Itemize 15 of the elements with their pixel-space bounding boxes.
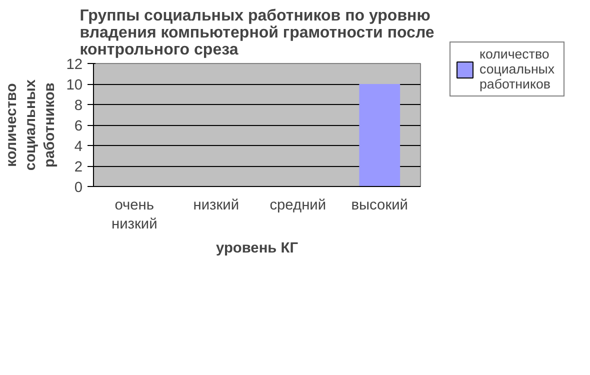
x-tick-label: очень низкий [111,198,158,233]
x-tick-label: средний [270,198,326,214]
x-tick-label: низкий [193,198,240,214]
y-tick-label: 2 [74,160,83,176]
y-tick-label: 10 [66,78,83,94]
legend-label: количество социальных работников [480,46,556,92]
y-axis-title: количество социальных работников [4,78,58,171]
y-tick-label: 4 [74,139,83,155]
x-axis-title: уровень КГ [216,240,299,257]
x-tick-label: высокий [351,198,408,214]
y-tick-label: 8 [74,98,83,114]
y-tick-label: 0 [74,180,83,196]
y-tick-label: 6 [74,118,83,134]
chart-title: Группы социальных работников по уровню владения компьютерной грамотности после контрольного среза [80,8,434,58]
y-tick-label: 12 [66,57,83,73]
